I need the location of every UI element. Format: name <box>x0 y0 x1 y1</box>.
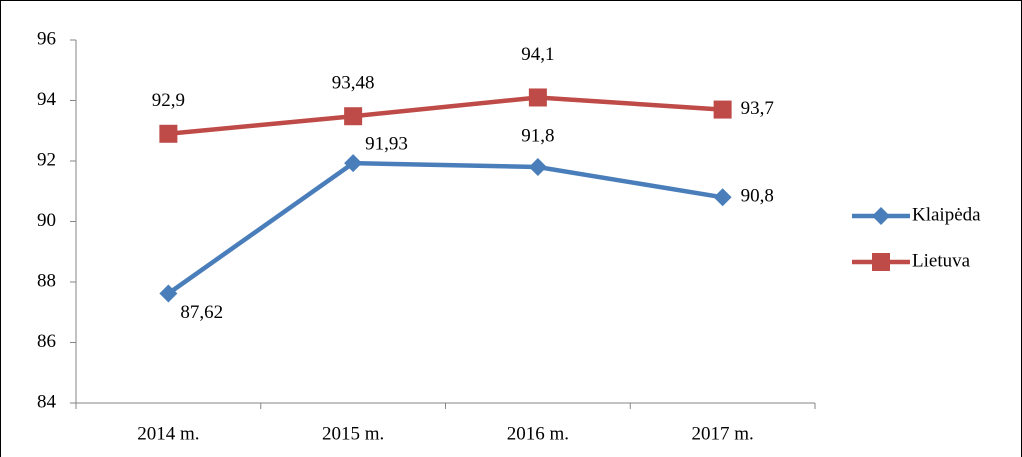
y-tick-label: 96 <box>37 28 56 49</box>
value-label: 93,48 <box>332 73 375 94</box>
marker <box>159 124 178 143</box>
y-tick-label: 88 <box>37 270 56 291</box>
series-line <box>167 160 723 296</box>
marker <box>713 188 732 207</box>
x-tick-label: 2017 m. <box>691 423 753 444</box>
value-label: 90,8 <box>741 186 774 207</box>
series-line <box>168 95 723 137</box>
y-tick-label: 86 <box>37 331 56 352</box>
x-tick-label: 2014 m. <box>137 423 199 444</box>
value-label: 91,8 <box>521 125 554 146</box>
marker <box>528 158 547 177</box>
y-tick-label: 92 <box>37 149 56 170</box>
marker <box>872 253 890 271</box>
value-label: 94,1 <box>521 44 554 65</box>
x-tick-label: 2015 m. <box>322 423 384 444</box>
legend-label: Lietuva <box>912 250 971 271</box>
marker <box>344 154 363 173</box>
marker <box>872 207 890 225</box>
marker <box>528 88 547 107</box>
legend-label: Klaipėda <box>912 204 981 225</box>
marker <box>713 100 732 119</box>
marker <box>344 107 363 126</box>
y-tick-label: 90 <box>37 210 56 231</box>
marker <box>159 284 178 303</box>
value-label: 87,62 <box>180 302 223 323</box>
value-label: 93,7 <box>741 98 774 119</box>
y-tick-label: 84 <box>37 391 57 412</box>
value-label: 92,9 <box>152 90 185 111</box>
y-tick-label: 94 <box>37 89 57 110</box>
x-tick-label: 2016 m. <box>507 423 569 444</box>
value-label: 91,93 <box>365 133 408 154</box>
